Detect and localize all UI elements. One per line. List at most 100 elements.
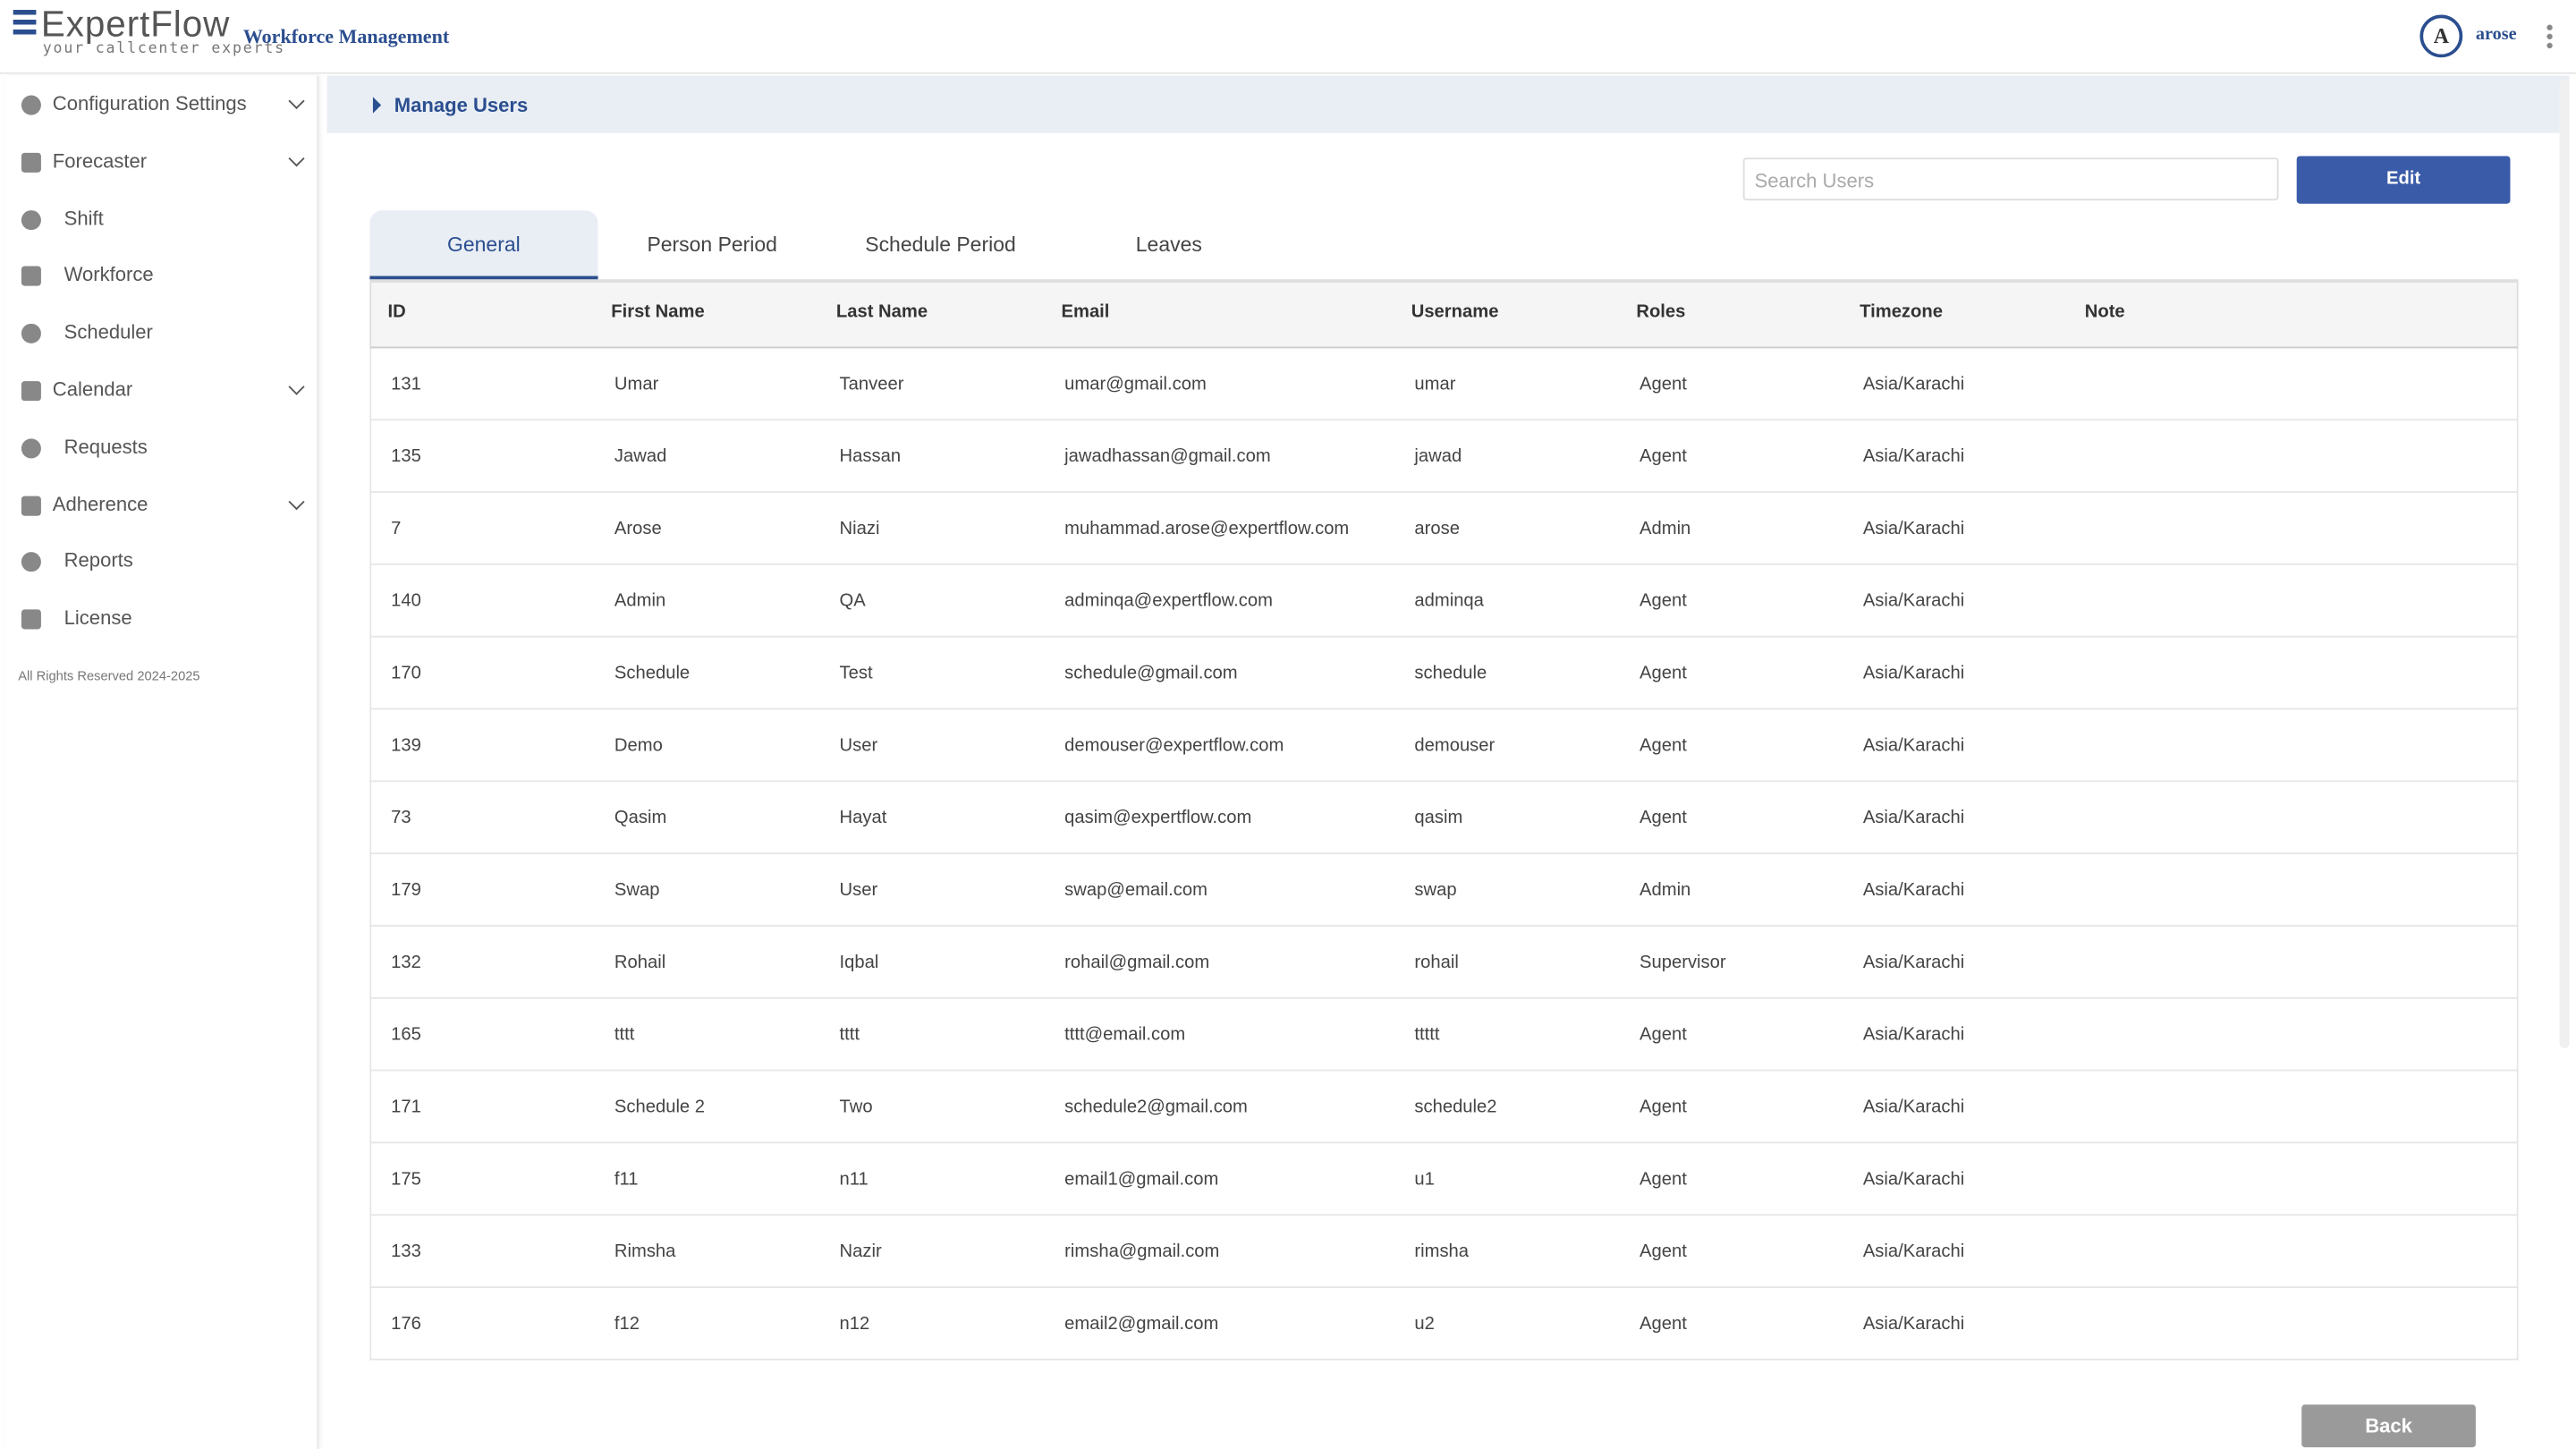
table-row [369,782,2519,855]
column-header: Email [1061,301,1110,322]
nav-item[interactable] [5,543,318,592]
column-header: Roles [1636,301,1686,322]
table-cell: Niazi [839,519,880,539]
table-cell: Agent [1640,446,1687,467]
table-cell: Asia/Karachi [1862,446,1965,467]
table-cell: 170 [391,664,421,684]
table-cell: swap@email.com [1064,880,1208,901]
table-cell: Asia/Karachi [1862,1097,1965,1117]
nav-label[interactable]: Requests [64,435,148,459]
table-cell: User [839,735,878,756]
table-cell: Asia/Karachi [1862,1169,1965,1190]
table-cell: u1 [1414,1169,1435,1190]
table-cell: 176 [391,1314,421,1335]
column-header: Timezone [1860,301,1943,322]
table-cell: Admin [1640,519,1691,539]
table-cell: Schedule [614,664,691,684]
active-tab [369,210,598,280]
nav-item[interactable] [5,314,318,363]
nav-label[interactable]: Reports [64,549,133,572]
nav-icon [21,438,41,459]
tab[interactable]: Person Period [647,233,777,257]
breadcrumb-bar [326,75,2570,133]
table-cell: tttt@email.com [1064,1025,1186,1046]
table-cell: qasim@expertflow.com [1064,808,1252,828]
table-cell: Agent [1640,374,1687,394]
tabs-line [369,279,2519,282]
back-button[interactable]: Back [2301,1404,2476,1448]
nav-item[interactable] [5,199,318,249]
tab-underline [369,275,598,280]
nav-label[interactable]: Scheduler [64,320,153,344]
scrollbar [2559,79,2570,1048]
table-cell: jawadhassan@gmail.com [1064,446,1271,467]
footer: All Rights Reserved 2024-2025 [18,668,200,684]
table-cell: 140 [391,591,421,612]
table-cell: 131 [391,374,421,394]
app-title: Workforce Management [242,24,450,48]
column-header: First Name [611,301,705,322]
table-cell: Agent [1640,664,1687,684]
edit-button[interactable]: Edit [2296,156,2511,204]
table-cell: arose [1414,519,1460,539]
table-cell: rohail@gmail.com [1064,953,1210,973]
table-cell: Agent [1640,1097,1687,1117]
nav-label[interactable]: Calendar [52,377,133,402]
table-cell: Asia/Karachi [1862,1314,1965,1335]
search-input[interactable]: Search Users [1742,157,2279,201]
table-cell: QA [839,591,866,612]
table-cell: Schedule 2 [614,1097,706,1117]
table-cell: 139 [391,735,421,756]
table-cell: Agent [1640,591,1687,612]
table-cell: Arose [614,519,662,539]
sidebar: Configuration Settings Forecaster Shift Wor… [5,75,319,1449]
username[interactable]: arose [2475,24,2517,45]
nav-label[interactable]: Forecaster [52,148,148,173]
table-cell: Iqbal [839,953,879,973]
table-cell: Agent [1640,1314,1687,1335]
tab[interactable]: Leaves [1135,233,1202,257]
logo-icon [13,10,37,37]
table-row [369,637,2519,710]
tab[interactable]: General [447,233,521,257]
menu-icon[interactable] [2546,22,2554,50]
table-cell: Jawad [614,446,667,467]
table-cell: demouser [1414,735,1496,756]
table-cell: Asia/Karachi [1862,735,1965,756]
avatar[interactable]: A [2419,14,2463,58]
table-cell: 135 [391,446,421,467]
breadcrumb: Manage Users [394,93,529,117]
table-cell: Nazir [839,1241,882,1262]
table-row [369,420,2519,494]
table-cell: qasim [1414,808,1463,828]
table-row [369,348,2519,421]
logo: ExpertFlow [40,3,231,45]
table-cell: Asia/Karachi [1862,880,1965,901]
nav-item[interactable] [5,257,318,306]
table-cell: umar [1414,374,1456,394]
nav-item[interactable] [5,600,318,649]
nav-label[interactable]: Configuration Settings [52,91,247,115]
table-row [369,564,2519,638]
table-cell: Qasim [614,808,667,828]
table-cell: Agent [1640,1025,1687,1046]
table-cell: Test [839,664,873,684]
nav-label[interactable]: Workforce [64,263,154,287]
table-cell: 165 [391,1025,421,1046]
table-cell: schedule2 [1414,1097,1497,1117]
table-cell: 132 [391,953,421,973]
nav-icon [21,267,41,287]
table-cell: Asia/Karachi [1862,519,1965,539]
table-cell: Agent [1640,735,1687,756]
table-header [369,281,2519,349]
nav-label[interactable]: Adherence [52,492,148,515]
nav-label[interactable]: License [64,606,132,630]
nav-icon [21,95,41,115]
table-cell: n11 [839,1169,869,1190]
nav-icon [21,324,41,344]
tab[interactable]: Schedule Period [865,233,1016,257]
nav-label[interactable]: Shift [64,206,104,230]
nav-item[interactable] [5,428,318,478]
